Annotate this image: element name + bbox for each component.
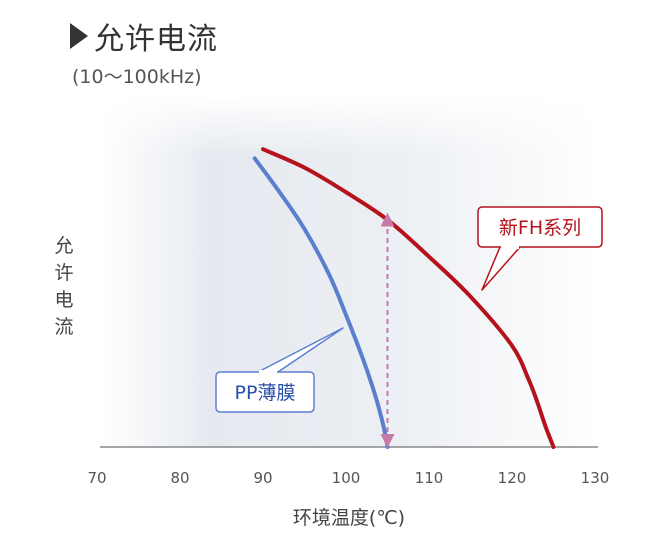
y-axis-label-char: 允	[54, 235, 73, 257]
callout-label: 新FH系列	[499, 217, 581, 239]
x-tick-label: 130	[581, 469, 610, 487]
x-tick-label: 90	[253, 469, 272, 487]
callout-pp-film: PP薄膜	[215, 327, 344, 413]
callout-pointer	[481, 246, 521, 291]
callout-joint	[259, 370, 277, 374]
callout-box	[477, 206, 603, 248]
title-block: 允许电流 (10～100kHz)	[70, 14, 218, 89]
x-tick-label: 70	[87, 469, 106, 487]
callout-new-fh: 新FH系列	[477, 206, 603, 291]
x-tick-label: 120	[498, 469, 527, 487]
series-line-new-fh	[261, 147, 556, 449]
y-axis-label-char: 电	[54, 289, 73, 311]
y-axis-label-char: 流	[54, 316, 73, 338]
x-axis-label: 环境温度(℃)	[293, 507, 405, 529]
plot-top-fade	[100, 95, 600, 155]
callout-joint	[501, 245, 519, 249]
play-triangle-icon	[70, 23, 88, 49]
x-tick-label: 100	[332, 469, 361, 487]
chart-subtitle: (10～100kHz)	[72, 66, 202, 88]
x-tick-label: 110	[415, 469, 444, 487]
callout-label: PP薄膜	[235, 382, 296, 404]
y-axis-label: 允许电流	[54, 235, 73, 338]
chart-title: 允许电流	[94, 22, 218, 57]
x-tick-label: 80	[170, 469, 189, 487]
callout-pointer	[257, 327, 344, 373]
y-axis-label-char: 许	[54, 262, 73, 284]
